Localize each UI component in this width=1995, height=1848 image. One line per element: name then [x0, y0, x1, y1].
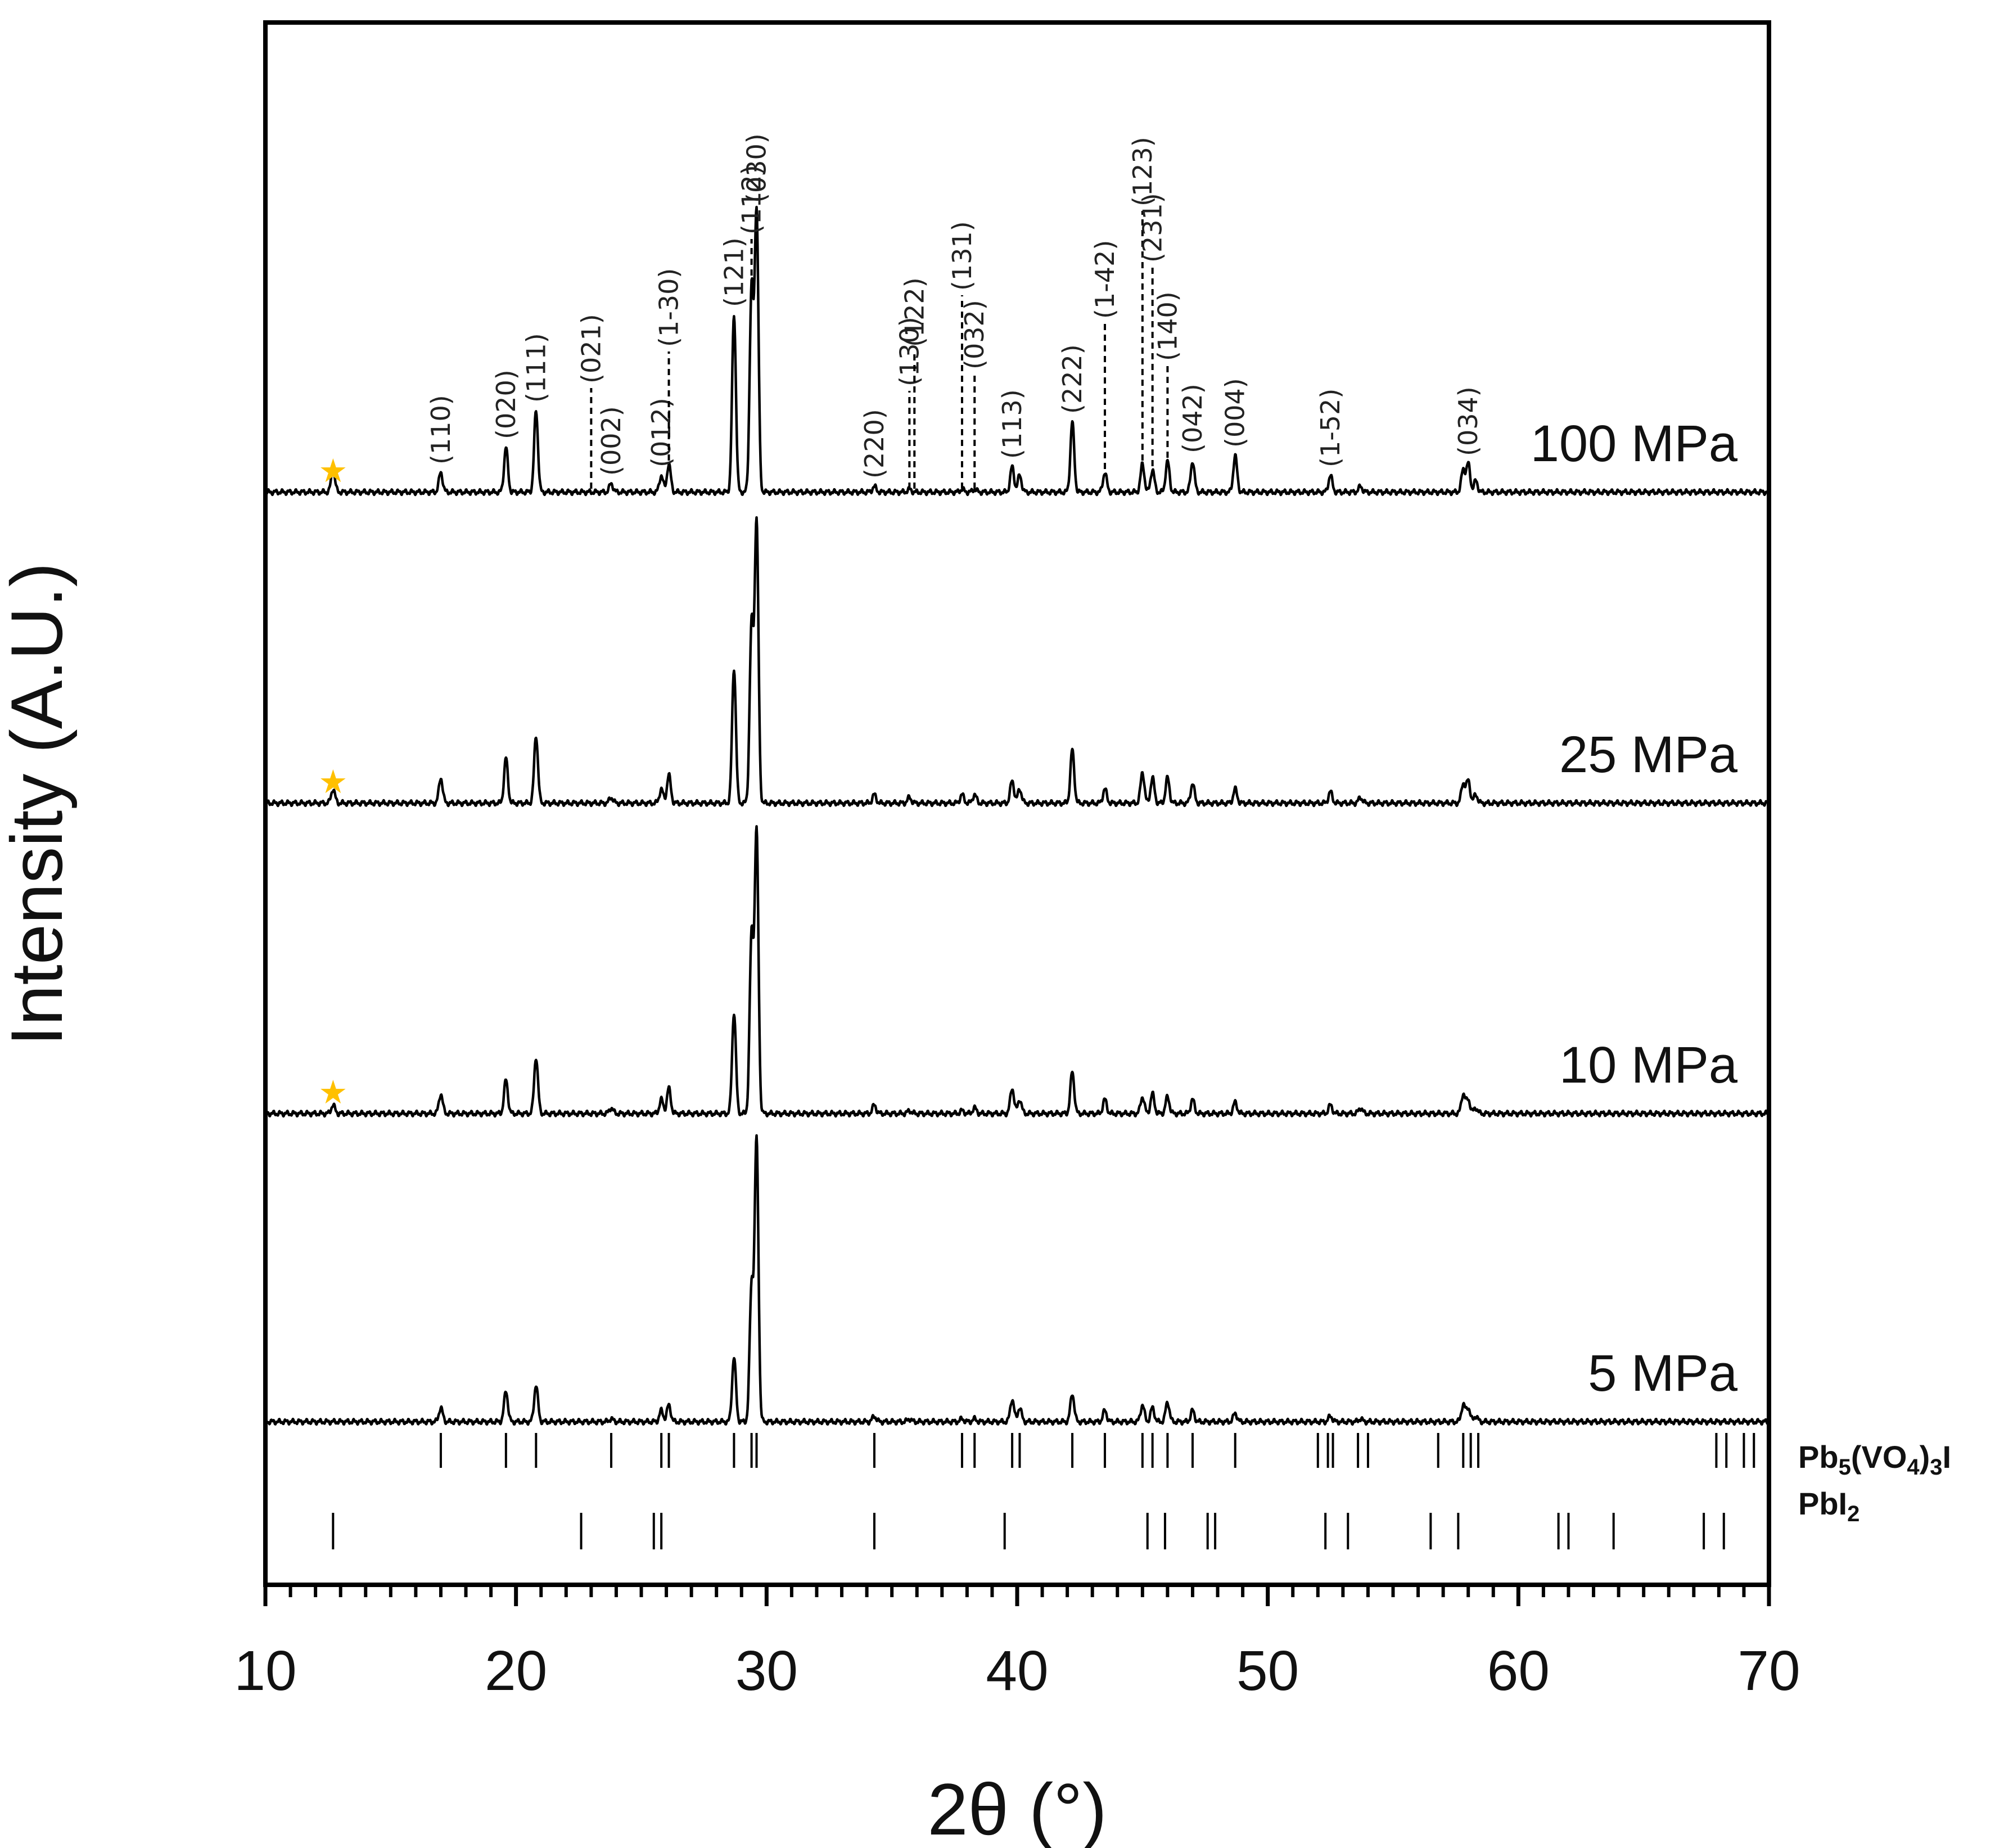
hkl-label: (020) [491, 369, 521, 439]
series-label: 10 MPa [1559, 1036, 1738, 1094]
hkl-label: (231) [1138, 193, 1168, 263]
hkl-label: (112) [737, 165, 767, 235]
x-tick-label: 10 [234, 1639, 296, 1702]
hkl-label: (034) [1453, 386, 1483, 456]
hkl-label: (123) [1127, 137, 1158, 206]
pbi2-star-marker: ★ [318, 1073, 347, 1111]
pbi2-star-marker: ★ [318, 763, 347, 801]
x-tick-label: 70 [1737, 1639, 1800, 1702]
hkl-label: (1-52) [1315, 389, 1346, 467]
hkl-label: (131) [947, 221, 977, 291]
series-layer: 100 MPa ★ 25 MPa ★ 10 MPa ★ 5 MPa [264, 205, 1770, 1426]
series-label: 100 MPa [1531, 415, 1738, 472]
xrd-series-line [265, 205, 1770, 497]
hkl-label: (1-42) [1090, 240, 1120, 319]
hkl-label: (004) [1220, 378, 1251, 448]
hkl-label: (021) [576, 314, 606, 384]
x-tick-label: 20 [485, 1639, 547, 1702]
x-axis-label: 2θ (°) [927, 1768, 1107, 1848]
hkl-label: (122) [899, 277, 929, 347]
series-label: 5 MPa [1588, 1345, 1738, 1402]
xrd-series-line [265, 516, 1770, 808]
x-tick-label: 30 [735, 1639, 798, 1702]
hkl-label: (130) [894, 317, 924, 386]
reference-label: PbI2 [1798, 1486, 1859, 1526]
hkl-label: (113) [997, 389, 1027, 459]
hkl-label: (1-30) [654, 268, 684, 347]
xrd-series-line [264, 1134, 1769, 1426]
hkl-label: (012) [646, 398, 676, 467]
hkl-label: (002) [596, 406, 626, 476]
series-label: 25 MPa [1559, 726, 1738, 783]
x-axis: 10 20 30 40 50 60 70 [234, 1585, 1800, 1702]
hkl-labels: (110) (020)(111) (021) (002) (012) (1-30) (121… [426, 133, 1483, 489]
reference-patterns: Pb5(VO4)3I PbI2 [332, 1433, 1951, 1549]
pbi2-star-marker: ★ [318, 452, 347, 490]
hkl-label: (110) [426, 395, 456, 465]
hkl-label: (121) [719, 237, 749, 307]
x-tick-label: 50 [1236, 1639, 1299, 1702]
hkl-label: (030) [742, 133, 772, 203]
x-tick-label: 60 [1487, 1639, 1550, 1702]
y-axis-label: Intensity (A.U.) [0, 562, 78, 1046]
hkl-label: (220) [859, 409, 890, 479]
reference-label: Pb5(VO4)3I [1798, 1439, 1951, 1480]
xrd-series-line [264, 825, 1769, 1118]
x-tick-label: 40 [986, 1639, 1048, 1702]
hkl-label: (140) [1152, 291, 1182, 361]
hkl-label: (111) [521, 333, 551, 403]
hkl-label: (042) [1177, 384, 1208, 453]
hkl-label: (222) [1057, 344, 1087, 414]
hkl-label: (032) [959, 300, 990, 369]
